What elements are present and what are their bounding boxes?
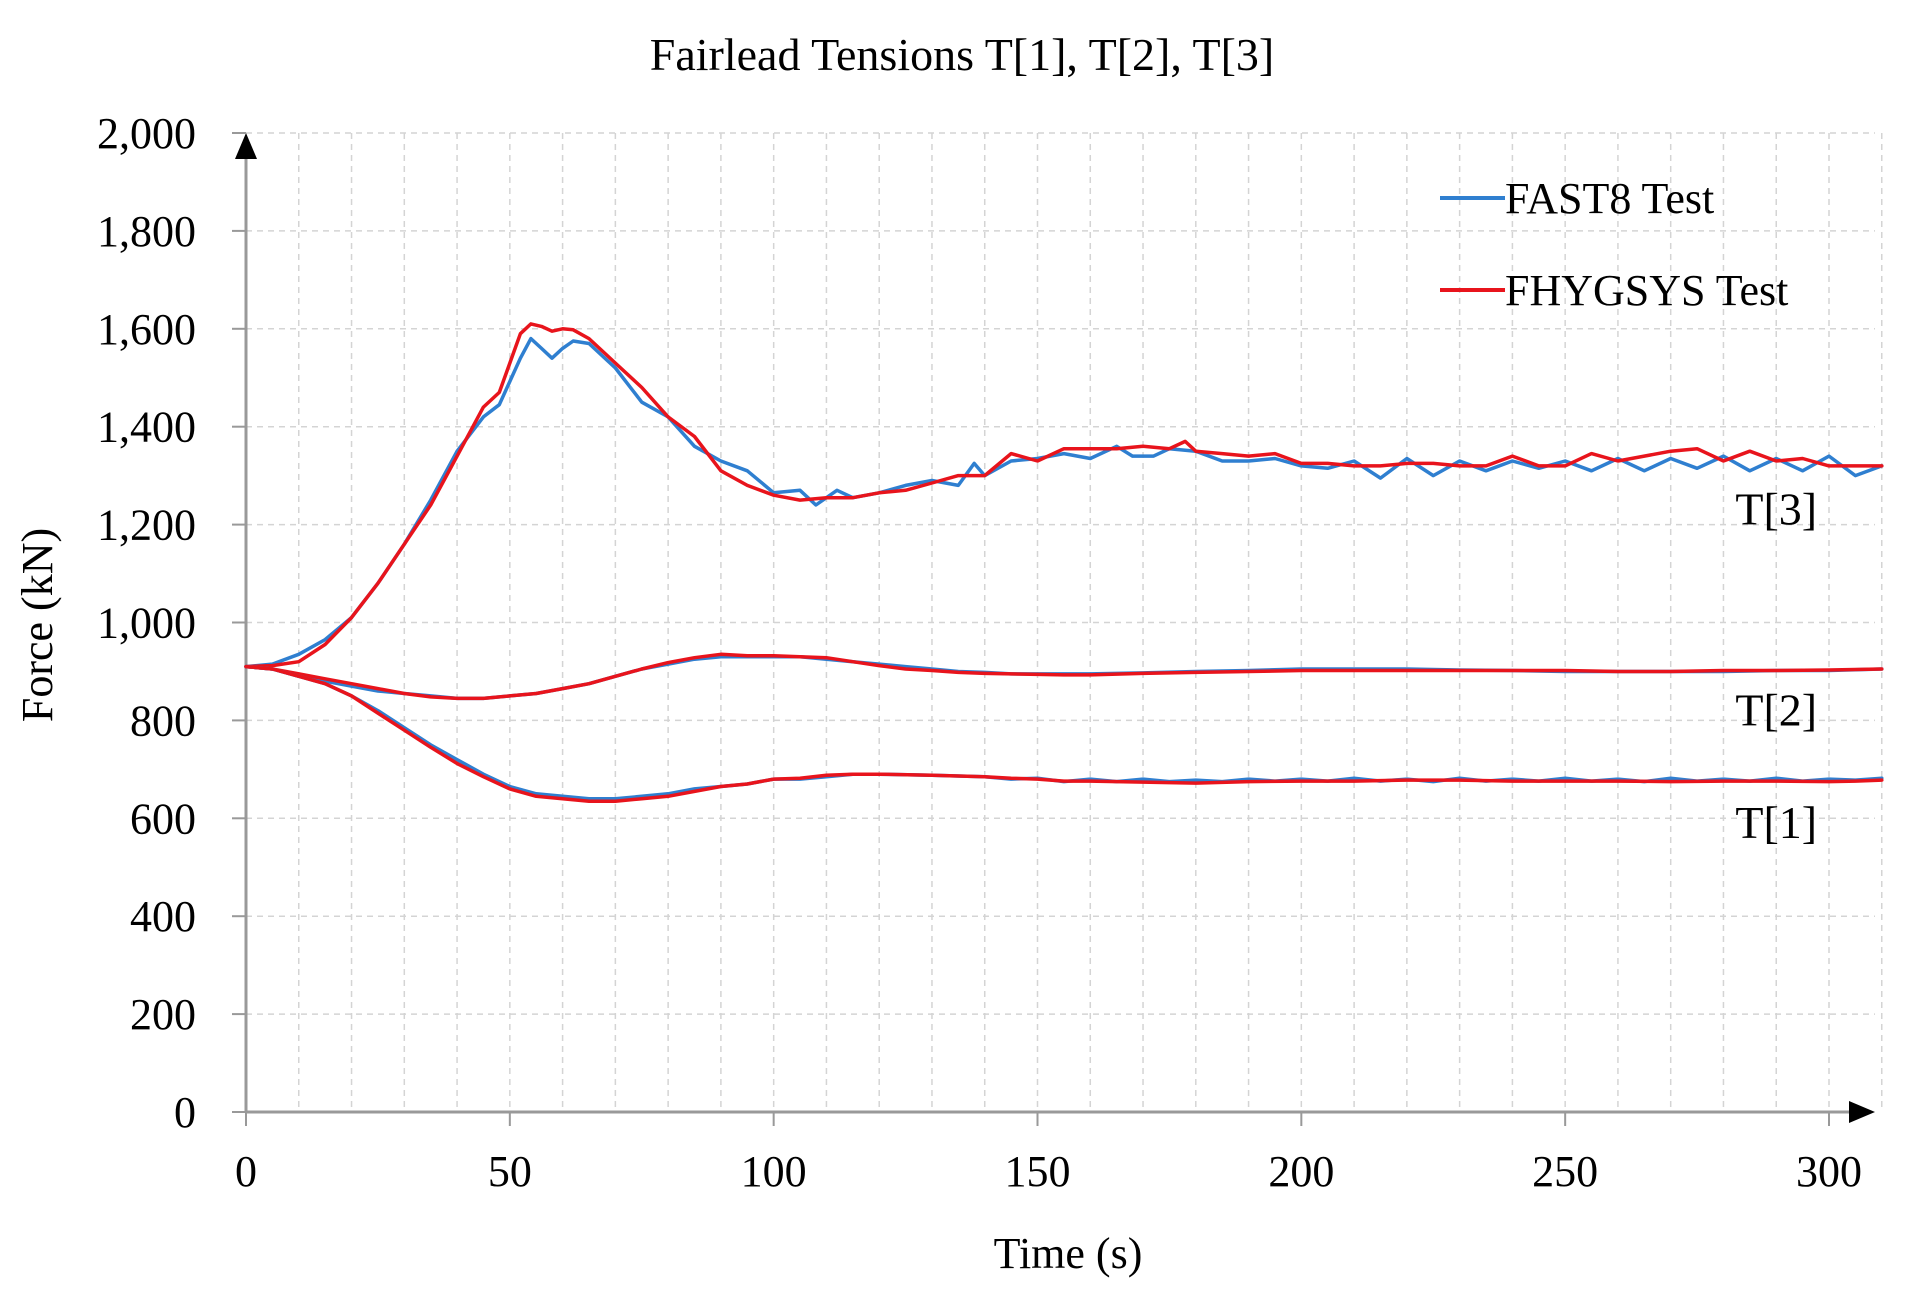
legend-label-fhygsys: FHYGSYS Test xyxy=(1505,266,1788,315)
y-tick-label: 800 xyxy=(130,696,196,745)
y-tick-label: 600 xyxy=(130,794,196,843)
x-tick-labels: 0 50 100 150 200 250 300 xyxy=(235,1147,1862,1196)
grid xyxy=(246,132,1883,1112)
x-tick-label: 300 xyxy=(1796,1147,1862,1196)
series-line-fast8-test-t2 xyxy=(244,655,1884,701)
y-tick-label: 400 xyxy=(130,892,196,941)
x-tick-label: 200 xyxy=(1268,1147,1334,1196)
y-tick-label: 0 xyxy=(174,1088,196,1137)
series-line-fast8-test-t3 xyxy=(244,336,1884,669)
series-lines xyxy=(244,322,1884,803)
annotation-t2: T[2] xyxy=(1735,684,1817,735)
y-tick-label: 1,400 xyxy=(97,403,196,452)
x-tick-label: 0 xyxy=(235,1147,257,1196)
annotation-t3: T[3] xyxy=(1735,484,1817,535)
y-tick-label: 200 xyxy=(130,990,196,1039)
x-tick-label: 150 xyxy=(1005,1147,1071,1196)
series-line-fhygsys-test-t3 xyxy=(244,322,1884,669)
x-tick-label: 250 xyxy=(1532,1147,1598,1196)
y-tick-label: 1,200 xyxy=(97,501,196,550)
chart-title: Fairlead Tensions T[1], T[2], T[3] xyxy=(650,29,1274,80)
x-axis-arrow xyxy=(1849,1101,1875,1123)
axes xyxy=(232,132,1875,1126)
y-tick-label: 1,000 xyxy=(97,599,196,648)
y-tick-label: 1,600 xyxy=(97,305,196,354)
legend-label-fast8: FAST8 Test xyxy=(1505,174,1714,223)
y-axis-label: Force (kN) xyxy=(13,528,62,722)
x-tick-label: 50 xyxy=(488,1147,532,1196)
series-line-fhygsys-test-t2 xyxy=(244,652,1884,701)
series-line-fast8-test-t1 xyxy=(244,664,1884,801)
legend: FAST8 Test FHYGSYS Test xyxy=(1440,174,1788,315)
y-tick-label: 2,000 xyxy=(97,109,196,158)
series-annotations: T[3] T[2] T[1] xyxy=(1735,484,1817,848)
series-line-fhygsys-test-t1 xyxy=(244,664,1884,803)
y-axis-arrow xyxy=(235,133,257,159)
y-tick-labels: 0 200 400 600 800 1,000 1,200 1,400 1,600 1,800 2,… xyxy=(97,109,196,1137)
x-tick-label: 100 xyxy=(741,1147,807,1196)
y-tick-label: 1,800 xyxy=(97,207,196,256)
x-axis-label: Time (s) xyxy=(994,1229,1143,1278)
annotation-t1: T[1] xyxy=(1735,797,1817,848)
